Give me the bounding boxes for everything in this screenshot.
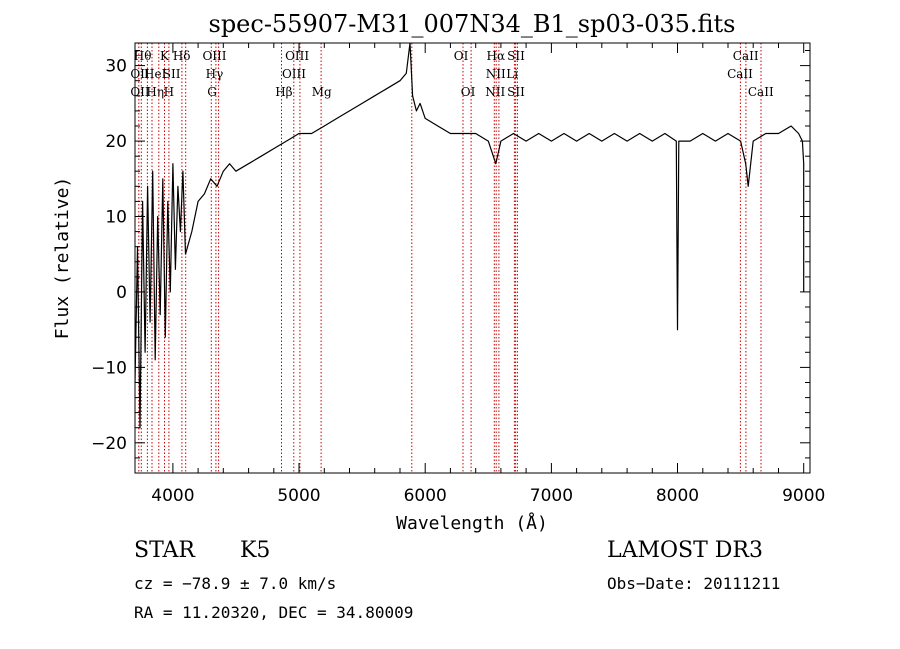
y-tick-label--10: −10 — [91, 358, 127, 378]
x-axis-label: Wavelength (Å) — [396, 512, 548, 534]
line-label-5: OI — [454, 49, 469, 63]
spectral-line-markers — [138, 43, 762, 473]
line-label-12: Hγ — [206, 67, 224, 81]
line-label-23: OI — [461, 85, 476, 99]
x-tick-label-8000: 8000 — [656, 486, 699, 506]
y-axis-ticks: −20 −10 0 10 20 30 — [91, 50, 810, 459]
line-label-24: NII — [485, 85, 505, 99]
line-label-14: NII — [486, 67, 506, 81]
line-label-3: OIII — [202, 49, 226, 63]
line-label-4: OIII — [285, 49, 309, 63]
y-tick-label-20: 20 — [105, 132, 127, 152]
x-tick-label-7000: 7000 — [530, 486, 573, 506]
x-tick-label-4000: 4000 — [151, 486, 194, 506]
line-label-2: Hδ — [173, 49, 191, 63]
observation-date: Obs−Date: 20111211 — [607, 574, 781, 593]
line-label-19: H — [164, 85, 174, 99]
x-tick-label-6000: 6000 — [404, 486, 447, 506]
redshift-velocity: cz = −78.9 ± 7.0 km/s — [134, 574, 337, 593]
line-label-0: Hθ — [134, 49, 152, 63]
y-axis-label: Flux (relative) — [52, 177, 73, 340]
object-subclass: K5 — [240, 538, 271, 563]
y-tick-label-30: 30 — [105, 57, 127, 77]
line-label-25: SII — [507, 85, 525, 99]
line-label-16: CaII — [727, 67, 753, 81]
line-label-20: G — [207, 85, 217, 99]
y-tick-label-0: 0 — [116, 283, 127, 303]
x-tick-label-9000: 9000 — [782, 486, 825, 506]
spectrum-layer — [135, 43, 805, 429]
line-label-8: CaII — [733, 49, 759, 63]
line-label-7: SII — [507, 49, 525, 63]
line-label-22: Mg — [312, 85, 332, 99]
line-label-10: HeI — [144, 67, 167, 81]
x-axis-ticks: 4000 5000 6000 7000 8000 9000 — [151, 43, 825, 506]
line-label-18: Hη — [146, 85, 164, 99]
object-class: STAR — [134, 538, 195, 563]
line-label-15: Li — [506, 67, 518, 81]
line-label-6: Hα — [487, 49, 506, 63]
line-label-26: CaII — [748, 85, 774, 99]
chart-title: spec-55907-M31_007N34_B1_sp03-035.fits — [209, 10, 736, 38]
line-label-11: SII — [163, 67, 181, 81]
line-label-1: K — [160, 49, 170, 63]
line-label-21: Hβ — [275, 85, 292, 99]
sky-coordinates: RA = 11.20320, DEC = 34.80009 — [134, 603, 414, 622]
x-tick-label-5000: 5000 — [277, 486, 320, 506]
spectrum-line — [135, 43, 805, 429]
y-tick-label-10: 10 — [105, 208, 127, 228]
line-label-13: OIII — [282, 67, 306, 81]
y-tick-label--20: −20 — [91, 434, 127, 454]
survey-name: LAMOST DR3 — [607, 538, 763, 563]
plot-frame — [134, 42, 811, 474]
